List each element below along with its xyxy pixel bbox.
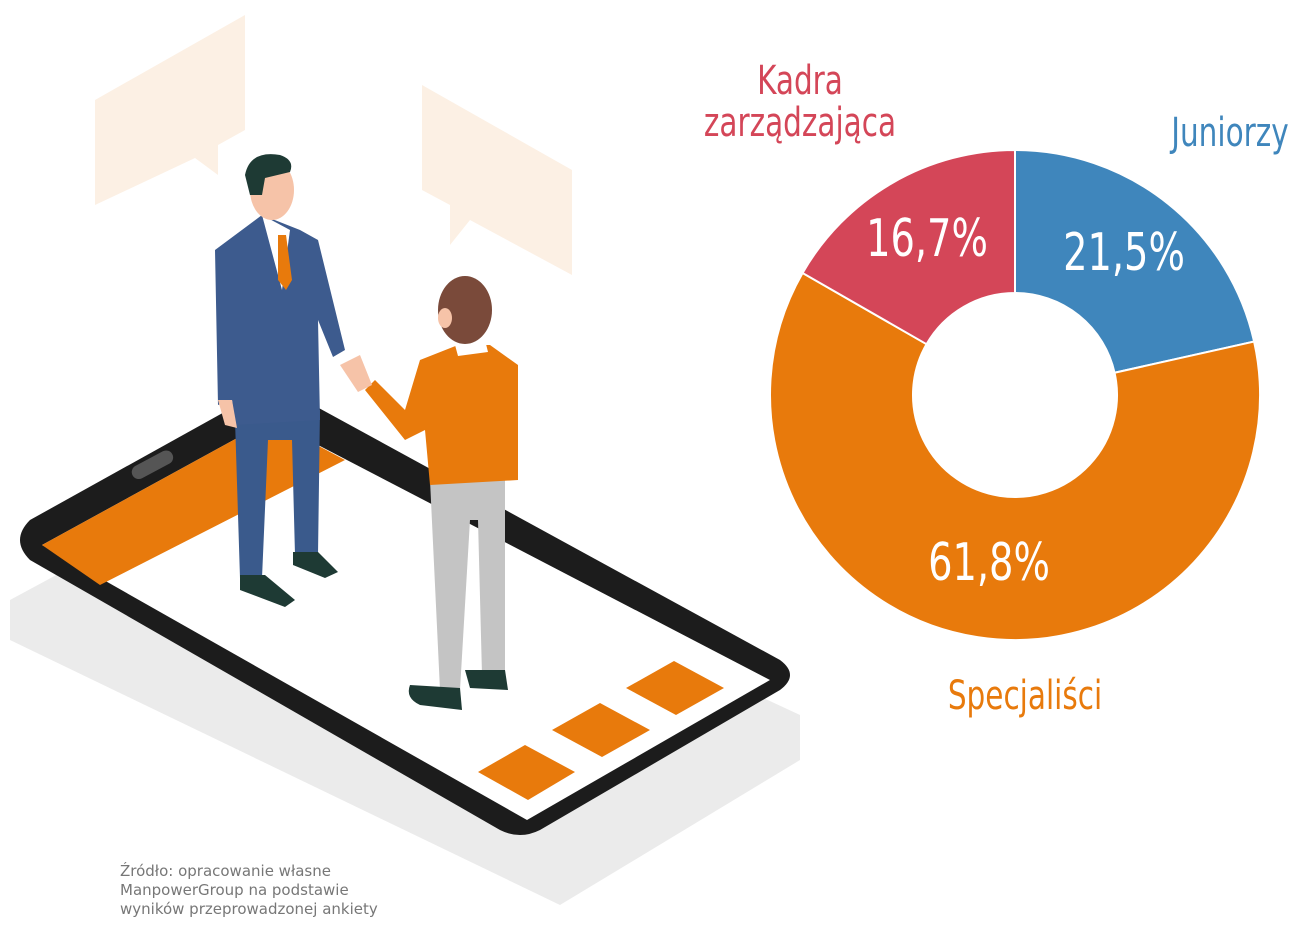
person-legs xyxy=(430,475,505,690)
category-label: Kadra zarządzająca xyxy=(703,58,897,146)
illustration xyxy=(10,15,800,905)
app-icon xyxy=(626,661,724,715)
donut-slice xyxy=(1014,148,1256,374)
value-label: 61,8% xyxy=(927,533,1050,593)
shoe xyxy=(408,685,462,710)
donut-slice xyxy=(801,148,1016,346)
hand xyxy=(218,400,237,428)
value-label: 21,5% xyxy=(1063,223,1186,284)
speech-bubble xyxy=(95,15,245,205)
shoe xyxy=(293,552,338,578)
head-back xyxy=(438,276,492,344)
phone-speaker xyxy=(131,450,174,480)
ear xyxy=(438,308,452,328)
phone-bar xyxy=(42,420,345,585)
hair xyxy=(245,154,292,195)
category-label: Juniorzy xyxy=(1171,110,1289,156)
handshake xyxy=(340,355,372,392)
source-note: Źródło: opracowanie własne ManpowerGroup… xyxy=(120,862,378,918)
value-label: 16,7% xyxy=(866,208,989,269)
app-icon xyxy=(552,703,650,757)
speech-bubble xyxy=(422,85,572,275)
app-icon xyxy=(478,745,575,800)
suit xyxy=(215,215,345,425)
donut-slice xyxy=(769,271,1261,641)
category-label: Specjaliści xyxy=(947,673,1103,719)
shoe xyxy=(465,670,508,690)
sweater xyxy=(365,345,518,485)
person-legs xyxy=(235,410,320,578)
donut-chart xyxy=(769,148,1261,641)
collar xyxy=(455,340,488,356)
shoe xyxy=(240,575,295,607)
tie xyxy=(278,235,292,290)
